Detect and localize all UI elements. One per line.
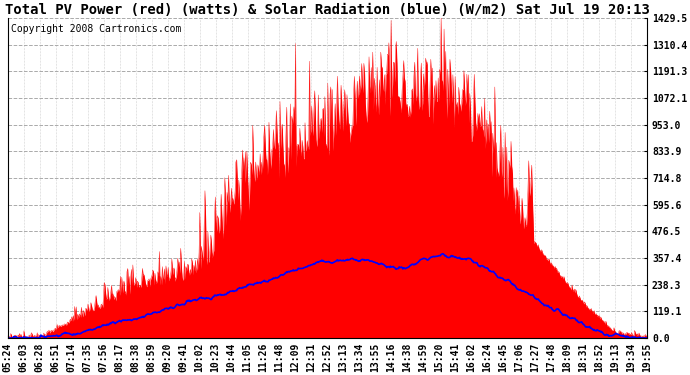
Text: Copyright 2008 Cartronics.com: Copyright 2008 Cartronics.com bbox=[11, 24, 181, 34]
Title: Total PV Power (red) (watts) & Solar Radiation (blue) (W/m2) Sat Jul 19 20:13: Total PV Power (red) (watts) & Solar Rad… bbox=[5, 3, 650, 17]
